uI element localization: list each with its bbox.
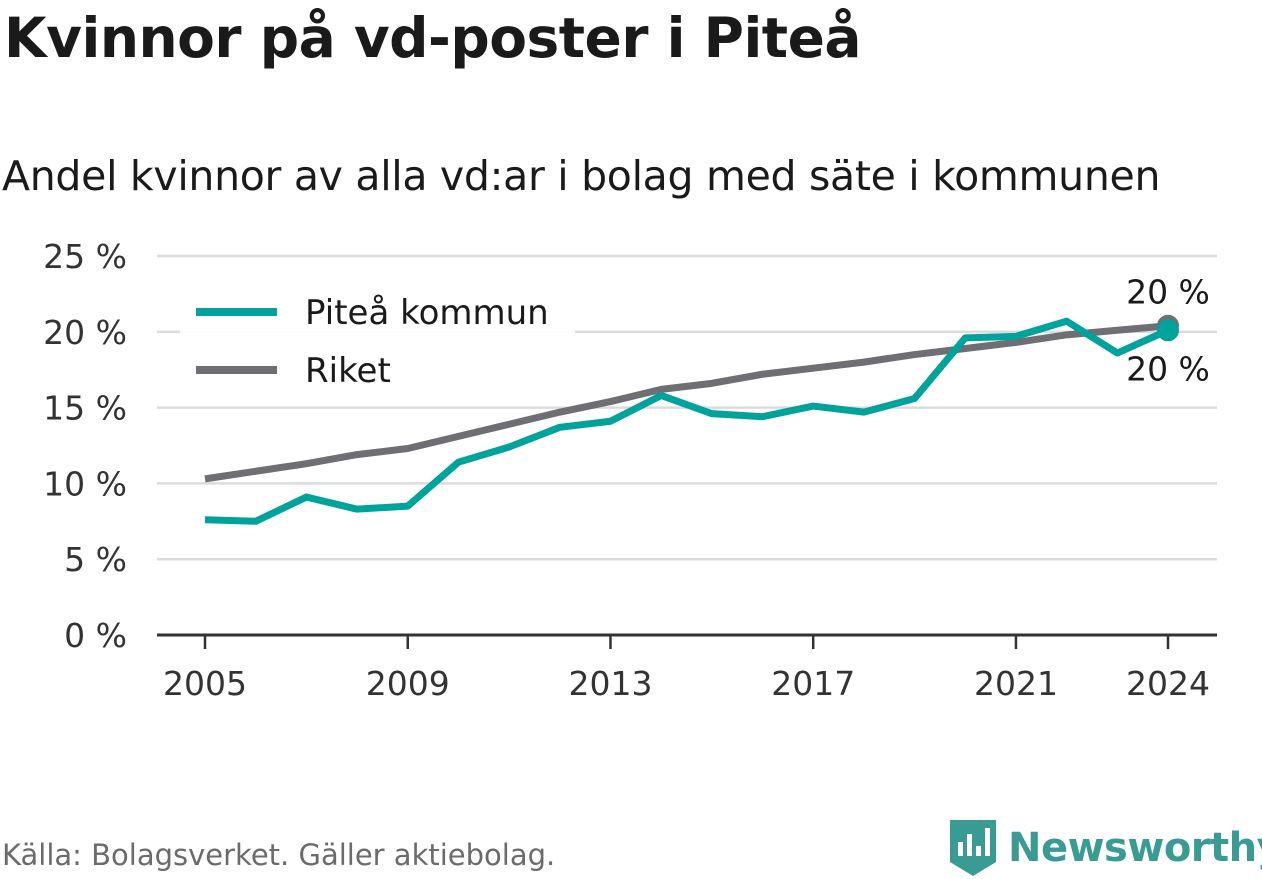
- x-tick-label: 2024: [1126, 664, 1210, 703]
- x-tick-label: 2013: [568, 664, 652, 703]
- x-axis: 2005 2009 2013 2017 2021 2024: [157, 633, 1217, 703]
- legend-label: Piteå kommun: [305, 293, 549, 333]
- end-labels: 20 % 20 %: [1126, 273, 1210, 389]
- y-tick-label: 15 %: [43, 389, 127, 428]
- series-line-0: [204, 317, 1170, 525]
- y-tick-label: 25 %: [43, 237, 127, 276]
- x-tick-label: 2005: [163, 664, 247, 703]
- y-tick-label: 20 %: [43, 313, 127, 352]
- legend-background: [180, 282, 575, 394]
- series-endpoint-0: [1157, 319, 1179, 342]
- x-tick-label: 2009: [366, 664, 450, 703]
- x-tick-label: 2021: [974, 664, 1058, 703]
- y-tick-label: 0 %: [64, 616, 127, 655]
- end-label-riket: 20 %: [1126, 273, 1210, 312]
- chart-subtitle: Andel kvinnor av alla vd:ar i bolag med …: [2, 152, 1161, 200]
- end-label-pitea: 20 %: [1126, 349, 1210, 388]
- newsworthy-logo: Newsworthy: [948, 818, 1262, 878]
- brand-name: Newsworthy: [1008, 825, 1262, 871]
- y-axis-ticks: 0 % 5 % 10 % 15 % 20 % 25 %: [43, 237, 127, 655]
- y-tick-label: 10 %: [43, 464, 127, 503]
- legend: Piteå kommun Riket: [180, 282, 575, 394]
- legend-label: Riket: [305, 351, 391, 391]
- series-line-1: [204, 322, 1169, 483]
- chart-title: Kvinnor på vd-poster i Piteå: [4, 6, 862, 70]
- series-lines: [204, 314, 1179, 525]
- source-note: Källa: Bolagsverket. Gäller aktiebolag.: [2, 838, 556, 872]
- x-tick-label: 2017: [771, 664, 855, 703]
- y-tick-label: 5 %: [64, 540, 127, 579]
- newsworthy-logo-icon: [950, 820, 996, 876]
